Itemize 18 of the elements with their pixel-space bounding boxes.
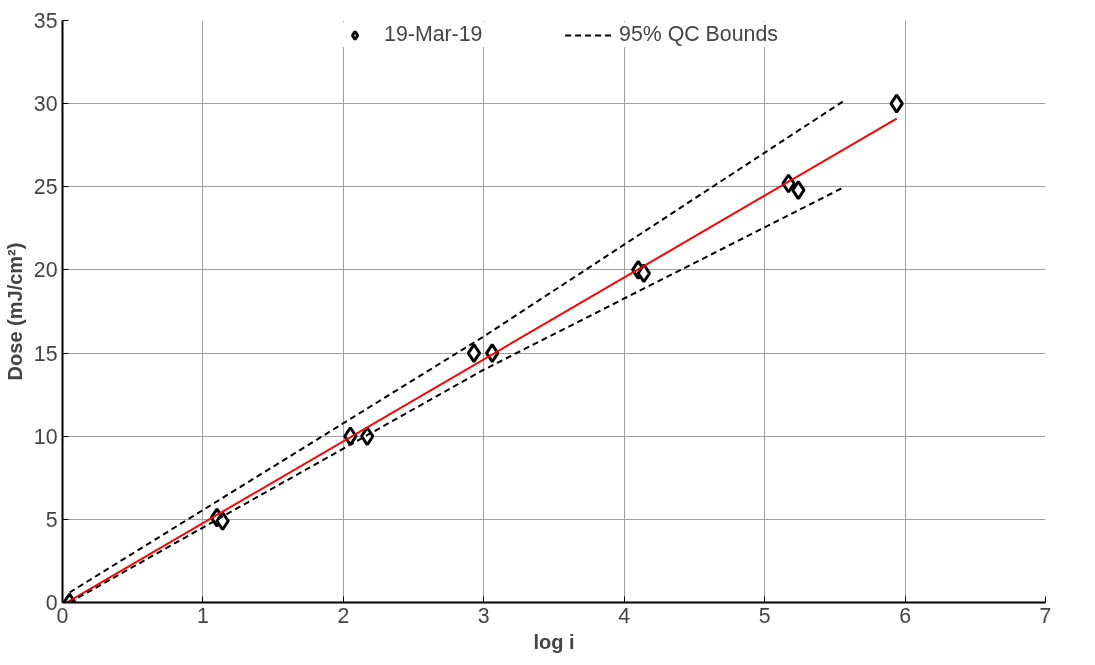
x-tick-label: 3 <box>477 603 490 628</box>
y-tick-label: 35 <box>33 9 58 33</box>
y-tick-label: 25 <box>33 175 58 200</box>
x-tick-label: 4 <box>618 603 631 628</box>
x-tick-label: 6 <box>899 603 912 628</box>
x-tick-label: 7 <box>1039 603 1052 628</box>
legend-label: 19-Mar-19 <box>384 22 484 47</box>
x-tick-label: 1 <box>197 603 209 628</box>
y-tick-label: 5 <box>45 507 58 532</box>
x-tick-label: 5 <box>758 603 771 628</box>
legend-label: 95% QC Bounds <box>619 22 778 47</box>
y-tick-label: 10 <box>33 424 58 449</box>
y-tick-label: 30 <box>33 92 58 117</box>
y-tick-label: 15 <box>33 341 58 366</box>
y-axis-title: Dose (mJ/cm²) <box>3 242 26 381</box>
x-tick-label: 2 <box>337 603 350 628</box>
x-axis-title: log i <box>533 630 575 653</box>
y-tick-label: 20 <box>33 258 58 283</box>
